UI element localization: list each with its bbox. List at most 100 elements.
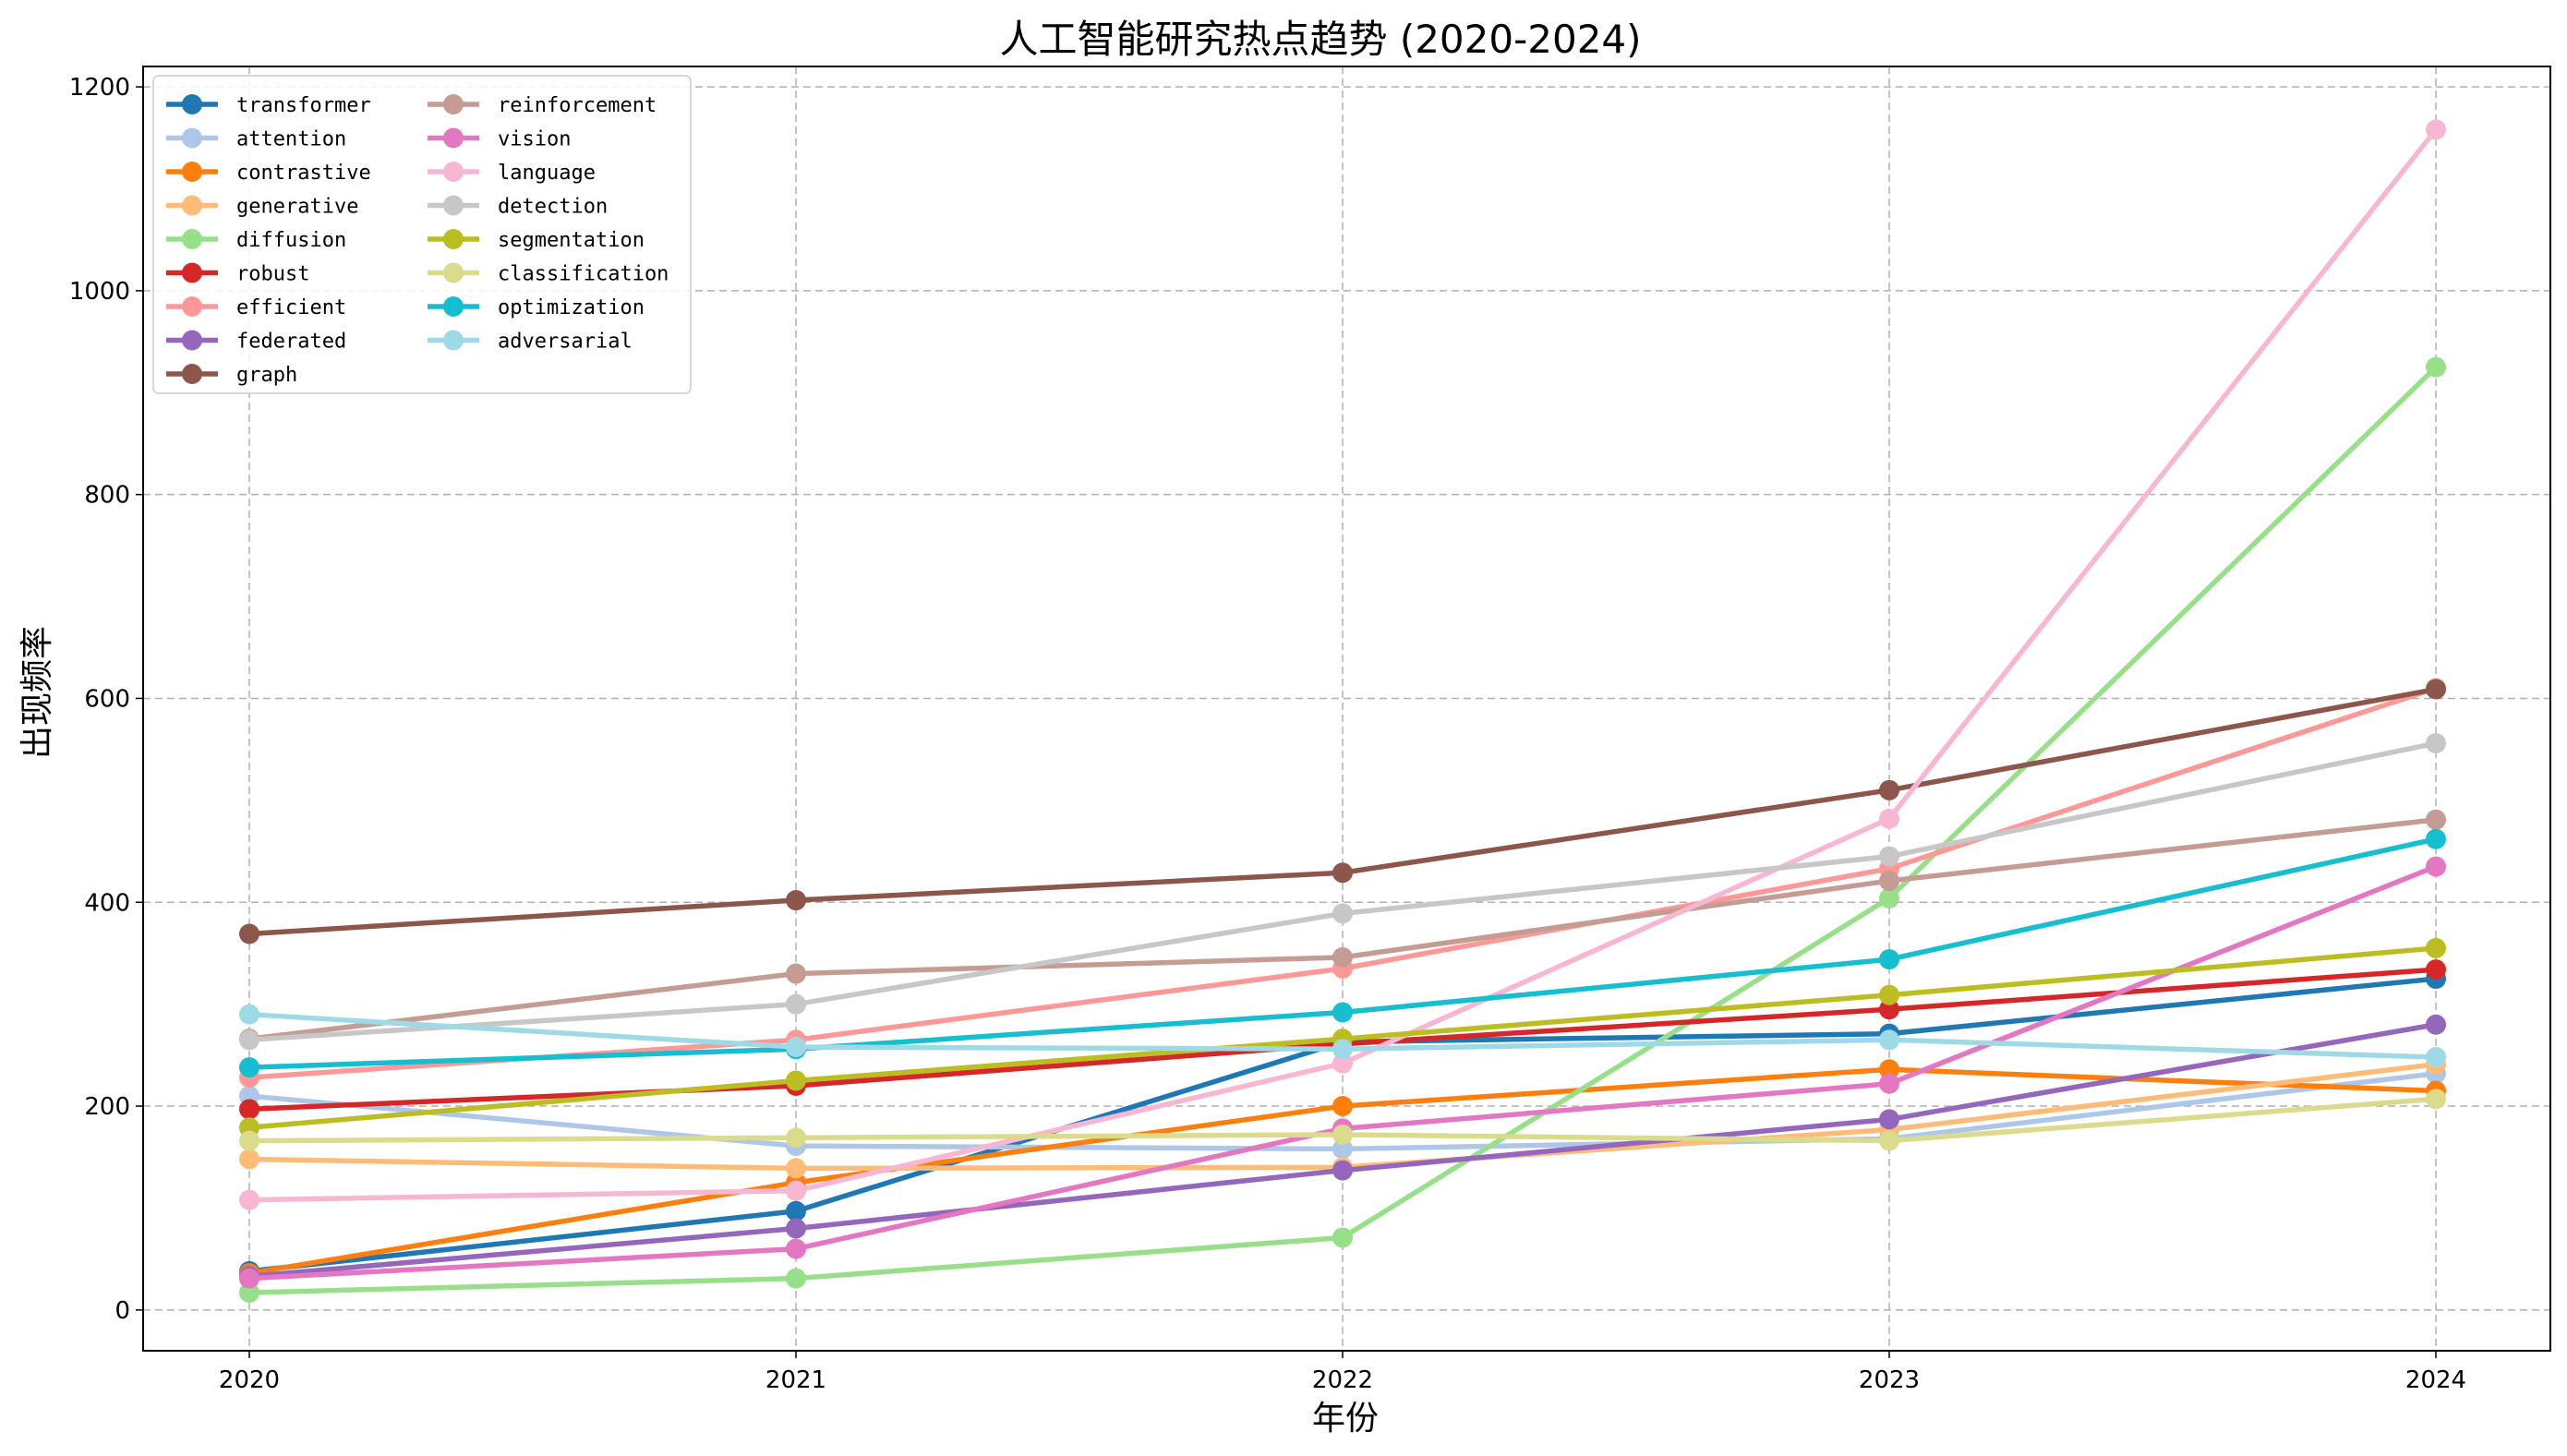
legend-entry: segmentation xyxy=(428,229,645,252)
y-tick-label: 1000 xyxy=(69,278,130,306)
legend-label: optimization xyxy=(498,296,645,319)
y-tick-label: 200 xyxy=(84,1093,130,1121)
data-point xyxy=(786,1180,806,1201)
data-point xyxy=(1879,808,1899,829)
legend-label: attention xyxy=(236,128,346,151)
data-point xyxy=(1879,846,1899,867)
series-lines xyxy=(239,119,2446,1304)
data-point xyxy=(1332,1227,1353,1248)
data-point xyxy=(786,1268,806,1289)
data-point xyxy=(239,1282,259,1304)
data-point xyxy=(239,1189,259,1210)
data-point xyxy=(1879,949,1899,970)
series-diffusion xyxy=(239,356,2446,1304)
data-point xyxy=(2426,356,2446,378)
series-language xyxy=(239,119,2446,1210)
y-tick-label: 800 xyxy=(84,482,130,510)
legend-swatch-marker xyxy=(443,262,464,283)
legend-label: reinforcement xyxy=(498,94,657,117)
x-tick-label: 2024 xyxy=(2405,1366,2466,1394)
legend-swatch-marker xyxy=(443,127,464,149)
data-point xyxy=(2426,733,2446,754)
data-point xyxy=(786,1200,806,1221)
legend-swatch-marker xyxy=(182,330,202,351)
data-point xyxy=(786,1238,806,1259)
legend-swatch-marker xyxy=(182,195,202,216)
y-tick-label: 0 xyxy=(114,1297,130,1325)
legend-entry: language xyxy=(428,162,596,185)
legend-entry: generative xyxy=(166,195,358,219)
y-tick-label: 1200 xyxy=(69,74,130,102)
legend-entry: graph xyxy=(166,364,297,387)
legend-entry: contrastive xyxy=(166,162,371,185)
legend-entry: vision xyxy=(428,127,571,151)
data-point xyxy=(2426,937,2446,958)
data-point xyxy=(1879,1130,1899,1151)
data-point xyxy=(2426,856,2446,877)
legend-entry: detection xyxy=(428,195,608,219)
data-point xyxy=(1879,871,1899,892)
data-point xyxy=(239,923,259,945)
legend-entry: attention xyxy=(166,127,346,151)
series-adversarial xyxy=(239,1004,2446,1068)
data-point xyxy=(239,1149,259,1170)
x-tick-label: 2020 xyxy=(219,1366,280,1394)
legend-swatch-marker xyxy=(182,229,202,249)
y-tick-label: 600 xyxy=(84,685,130,713)
data-point xyxy=(1879,999,1899,1020)
data-point xyxy=(2426,809,2446,830)
legend-swatch-marker xyxy=(182,162,202,182)
legend-label: adversarial xyxy=(498,331,633,354)
legend-swatch-marker xyxy=(443,195,464,216)
data-point xyxy=(786,993,806,1015)
x-tick-label: 2022 xyxy=(1312,1366,1373,1394)
plot-area-frame xyxy=(142,66,2551,1352)
axis-ticks: 2020 2021 2022 2023 2024 0 200 400 600 800 1000 120… xyxy=(69,74,2466,1394)
legend-swatch-marker xyxy=(443,94,464,114)
x-tick-label: 2023 xyxy=(1859,1366,1920,1394)
data-point xyxy=(1332,946,1353,968)
x-tick-label: 2021 xyxy=(765,1366,826,1394)
data-point xyxy=(239,1057,259,1078)
legend-label: diffusion xyxy=(236,229,346,252)
data-point xyxy=(239,1130,259,1151)
y-axis-label: 出现频率 xyxy=(18,626,56,759)
legend-label: efficient xyxy=(236,296,346,319)
data-point xyxy=(239,1029,259,1051)
data-point xyxy=(239,1268,259,1289)
series-graph xyxy=(239,679,2446,945)
data-point xyxy=(786,1037,806,1058)
data-point xyxy=(1879,1029,1899,1051)
data-point xyxy=(239,1004,259,1025)
x-axis-label: 年份 xyxy=(1312,1400,1379,1438)
legend-label: classification xyxy=(498,263,669,286)
data-point xyxy=(1879,887,1899,908)
data-point xyxy=(1332,903,1353,924)
legend-label: generative xyxy=(236,196,358,219)
data-point xyxy=(2426,1089,2446,1110)
legend: transformer attention contrastive generativ… xyxy=(152,75,692,394)
legend-swatch-marker xyxy=(182,364,202,384)
legend-label: vision xyxy=(498,128,571,151)
data-point xyxy=(1879,779,1899,800)
data-point xyxy=(2426,828,2446,849)
data-point xyxy=(786,1127,806,1149)
legend-swatch-marker xyxy=(443,229,464,249)
data-point xyxy=(2426,679,2446,700)
legend-label: detection xyxy=(498,196,608,219)
legend-entry: adversarial xyxy=(428,330,633,354)
legend-box xyxy=(152,75,692,394)
legend-entry: reinforcement xyxy=(428,94,657,117)
legend-label: segmentation xyxy=(498,229,645,252)
data-point xyxy=(786,1070,806,1091)
y-tick-label: 400 xyxy=(84,889,130,917)
data-point xyxy=(1332,1002,1353,1023)
data-point xyxy=(1879,1109,1899,1130)
data-point xyxy=(1332,1053,1353,1074)
data-point xyxy=(1332,862,1353,884)
legend-label: language xyxy=(498,162,596,185)
data-point xyxy=(786,963,806,984)
data-point xyxy=(1332,1124,1353,1145)
legend-swatch-marker xyxy=(443,296,464,317)
